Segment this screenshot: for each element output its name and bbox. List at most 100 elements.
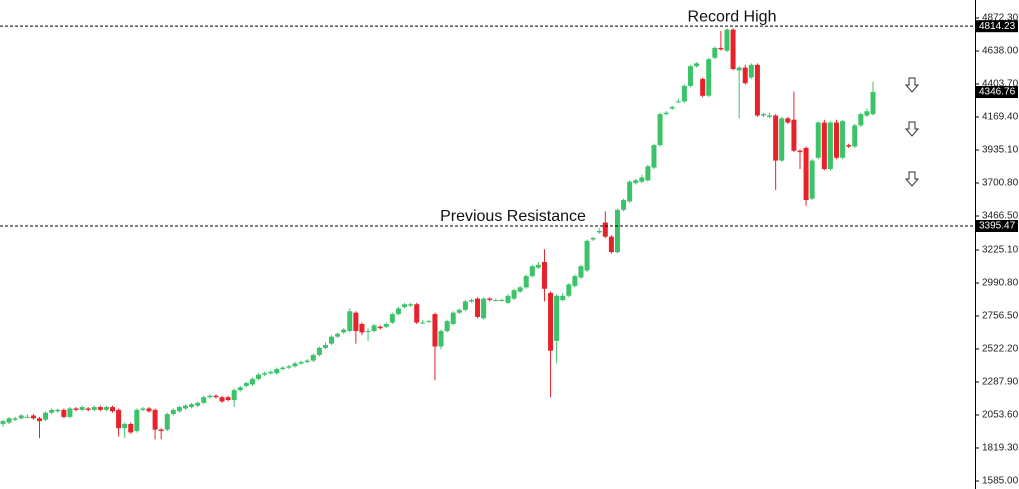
candle-body xyxy=(30,415,36,419)
candle-body xyxy=(456,309,462,313)
candle-body xyxy=(189,404,195,408)
candle-body xyxy=(128,423,134,433)
candle-body xyxy=(389,314,395,323)
candle-body xyxy=(529,266,535,277)
candle-body xyxy=(219,397,225,402)
y-tick-label: 4403.70 xyxy=(982,79,1019,90)
candle-body xyxy=(681,85,687,102)
candle-body xyxy=(560,295,566,301)
candle-body xyxy=(79,407,85,410)
candle-body xyxy=(785,118,791,123)
candle-body xyxy=(809,160,815,199)
candle-body xyxy=(535,264,541,268)
candle-body xyxy=(176,407,182,412)
candle-body xyxy=(256,374,262,379)
candle-body xyxy=(316,347,322,355)
candle-body xyxy=(438,331,444,347)
level-annotation: Record High xyxy=(688,8,777,25)
candle-body xyxy=(164,414,170,430)
candle-body xyxy=(225,397,231,401)
arrows xyxy=(904,77,920,187)
candle-body xyxy=(37,418,43,422)
candle-body xyxy=(803,147,809,201)
candle-body xyxy=(864,111,870,116)
candle-body xyxy=(846,145,852,147)
candle-body xyxy=(791,119,797,151)
y-tick-label: 2522.20 xyxy=(982,344,1019,355)
candle-body xyxy=(207,395,213,398)
candle-body xyxy=(432,314,438,347)
candle-body xyxy=(694,63,700,67)
candle-body xyxy=(347,311,353,331)
candle-body xyxy=(621,200,627,210)
y-tick-label: 3700.80 xyxy=(982,178,1019,189)
candle-body xyxy=(706,59,712,96)
level-label-box xyxy=(976,220,1018,233)
level-label: 4814.23 xyxy=(979,21,1016,32)
down-arrow xyxy=(904,77,920,93)
candle-body xyxy=(359,323,365,333)
candle-body xyxy=(383,323,389,327)
candle-body xyxy=(170,409,176,415)
candle-body xyxy=(675,101,681,103)
candle-body xyxy=(371,325,377,331)
candle-body xyxy=(748,64,754,78)
candle-body xyxy=(481,298,487,319)
candle-body xyxy=(274,369,280,374)
level-annotation: Previous Resistance xyxy=(440,208,586,225)
candle-body xyxy=(408,304,414,306)
candle-body xyxy=(608,236,614,253)
candle-body xyxy=(493,300,499,302)
candle-body xyxy=(122,423,128,429)
candle-body xyxy=(505,295,511,303)
candle-body xyxy=(541,261,547,289)
candle-body xyxy=(858,114,864,126)
y-tick-label: 3225.10 xyxy=(982,245,1019,256)
candle-body xyxy=(870,92,876,115)
candle-body xyxy=(286,366,292,368)
candle-body xyxy=(262,373,268,375)
candle-body xyxy=(213,395,219,398)
candle-body xyxy=(298,361,304,364)
candle-body xyxy=(152,409,158,430)
candle-body xyxy=(657,114,663,146)
candle-body xyxy=(110,407,116,412)
candle-body xyxy=(444,321,450,331)
candle-body xyxy=(322,345,328,348)
candle-body xyxy=(420,322,426,324)
candle-body xyxy=(833,122,839,158)
y-tick-label: 1585.00 xyxy=(982,476,1019,487)
candle-body xyxy=(6,418,12,423)
candle-body xyxy=(651,145,657,168)
candle-body xyxy=(754,64,760,116)
candle-body xyxy=(365,331,371,332)
candle-body xyxy=(578,266,584,278)
candle-body xyxy=(548,292,554,351)
candle-body xyxy=(140,408,146,410)
y-tick-label: 4169.40 xyxy=(982,112,1019,123)
candle-body xyxy=(645,166,651,181)
level-label: 3395.47 xyxy=(979,221,1016,232)
candle-body xyxy=(760,114,766,116)
candle-body xyxy=(767,115,773,117)
candle-body xyxy=(237,387,243,391)
candle-body xyxy=(201,397,207,403)
candle-body xyxy=(280,367,286,370)
candle-body xyxy=(815,122,821,158)
candle-body xyxy=(827,122,833,170)
candle-body xyxy=(663,112,669,115)
candle-body xyxy=(195,402,201,406)
candle-body xyxy=(742,67,748,84)
candle-body xyxy=(55,409,61,412)
candle-body xyxy=(43,412,49,420)
candle-body xyxy=(134,409,140,431)
y-tick-label: 3935.10 xyxy=(982,145,1019,156)
last-price-box xyxy=(976,86,1018,99)
candle-body xyxy=(73,408,79,410)
candle-body xyxy=(377,326,383,329)
candle-body xyxy=(475,298,481,317)
candle-body xyxy=(596,231,602,233)
down-arrow xyxy=(904,171,920,187)
candle-body xyxy=(91,407,97,410)
candle-body xyxy=(243,383,249,386)
